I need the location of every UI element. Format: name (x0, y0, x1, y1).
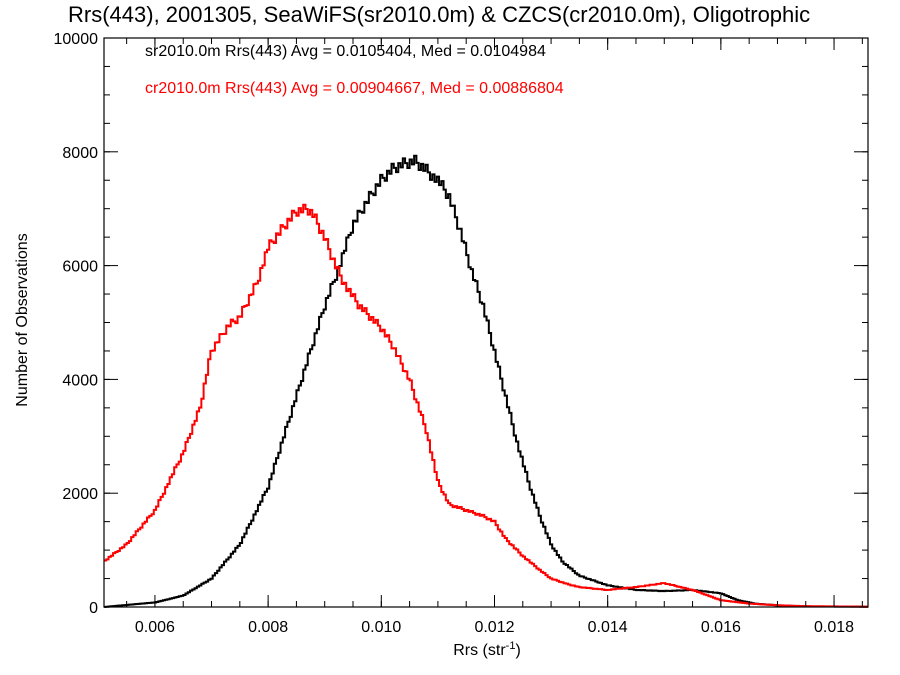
y-axis-label: Number of Observations (14, 233, 31, 406)
series-line-sr2010 (104, 154, 868, 608)
x-axis-label-end: ) (515, 642, 520, 659)
chart-title: Rrs(443), 2001305, SeaWiFS(sr2010.0m) & … (68, 2, 811, 27)
y-tick-label: 4000 (62, 372, 98, 389)
tick-layer: 0.006 0.008 0.010 0.012 0.014 0.016 0.018 0 2000… (54, 31, 868, 636)
x-axis-label: Rrs (str-1) (453, 640, 521, 659)
series-line-cr2010 (104, 203, 868, 608)
x-tick-label: 0.014 (588, 619, 628, 636)
y-tick-label: 10000 (54, 31, 99, 48)
x-tick-label: 0.006 (135, 619, 175, 636)
y-tick-label: 2000 (62, 486, 98, 503)
x-axis-label-main: Rrs (str (453, 642, 506, 659)
legend-entry-cr2010: cr2010.0m Rrs(443) Avg = 0.00904667, Med… (145, 80, 564, 97)
x-tick-label: 0.010 (361, 619, 401, 636)
y-tick-label: 0 (89, 600, 98, 617)
x-tick-label: 0.012 (474, 619, 514, 636)
x-tick-label: 0.018 (814, 619, 854, 636)
y-tick-label: 6000 (62, 259, 98, 276)
series-layer (104, 154, 868, 608)
x-tick-label: 0.008 (248, 619, 288, 636)
legend-entry-sr2010: sr2010.0m Rrs(443) Avg = 0.0105404, Med … (145, 43, 546, 60)
x-tick-label: 0.016 (701, 619, 741, 636)
legend: sr2010.0m Rrs(443) Avg = 0.0105404, Med … (145, 43, 564, 97)
y-tick-label: 8000 (62, 145, 98, 162)
axes-frame (103, 37, 869, 608)
x-axis-label-sup: -1 (506, 640, 516, 652)
